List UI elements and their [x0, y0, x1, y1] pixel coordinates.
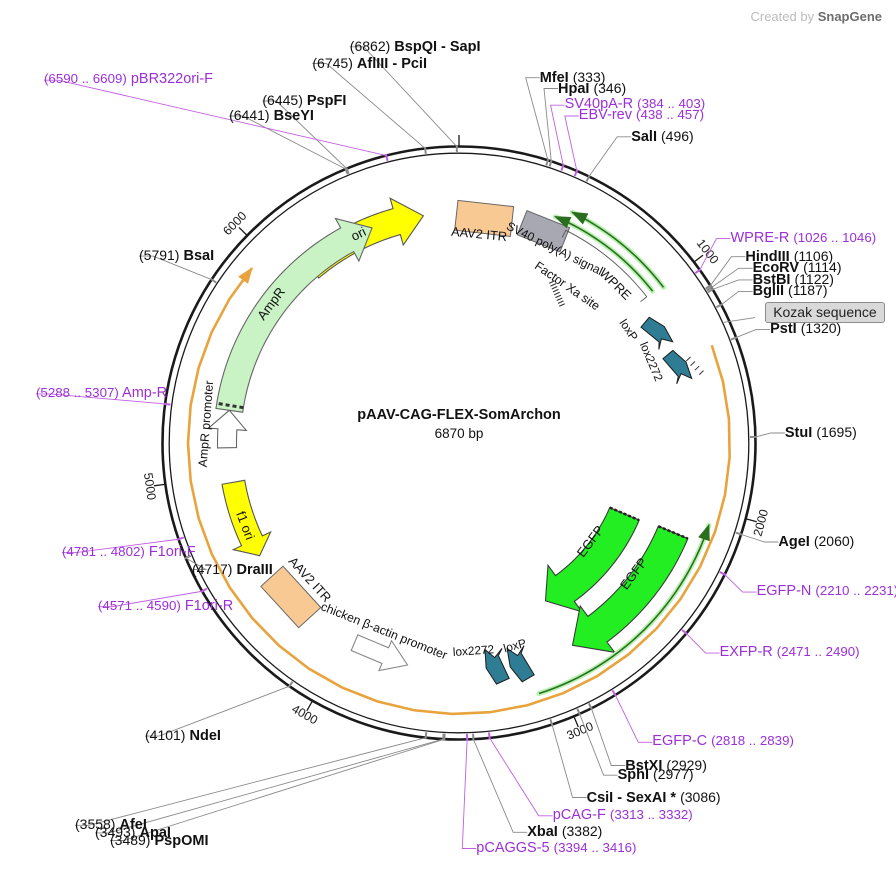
svg-text:4000: 4000	[289, 702, 320, 728]
svg-text:5000: 5000	[141, 472, 159, 501]
svg-text:WPRE: WPRE	[597, 265, 635, 303]
svg-text:lox2272: lox2272	[637, 340, 666, 384]
svg-text:2000: 2000	[751, 508, 772, 538]
svg-text:loxP: loxP	[502, 636, 528, 656]
svg-text:lox2272: lox2272	[452, 642, 494, 659]
svg-text:3000: 3000	[565, 719, 596, 743]
svg-text:1000: 1000	[694, 236, 722, 266]
svg-text:loxP: loxP	[617, 317, 641, 344]
